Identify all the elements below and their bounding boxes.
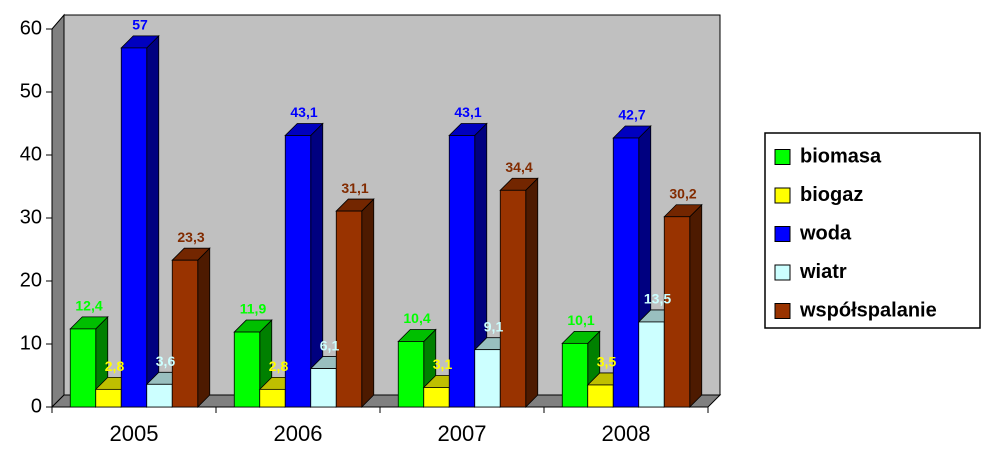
value-label: 9,1: [484, 318, 504, 334]
bar: [310, 368, 337, 408]
bar: [397, 341, 425, 408]
bar: [587, 384, 614, 408]
legend-box: [764, 132, 981, 329]
legend-label: wiatr: [799, 261, 847, 283]
y-tick-label: 10: [20, 332, 42, 354]
legend-label: woda: [799, 222, 852, 244]
y-tick-label: 0: [31, 395, 42, 417]
x-tick-label: 2005: [110, 421, 159, 446]
bar: [171, 259, 199, 408]
bar: [663, 216, 691, 408]
bar: [335, 210, 363, 408]
value-label: 3,5: [597, 354, 617, 370]
bar: [69, 328, 97, 408]
y-tick-label: 40: [20, 143, 42, 165]
value-label: 43,1: [290, 104, 317, 120]
bar: [499, 189, 527, 408]
value-label: 12,4: [75, 298, 102, 314]
legend-swatch: [774, 149, 791, 165]
value-label: 43,1: [454, 104, 481, 120]
value-label: 23,3: [177, 229, 204, 245]
y-tick-label: 50: [20, 80, 42, 102]
y-tick-label: 30: [20, 206, 42, 228]
bar-side: [525, 177, 539, 408]
value-label: 30,2: [669, 185, 696, 201]
value-label: 13,5: [644, 291, 671, 307]
bar: [259, 388, 286, 408]
bar: [120, 47, 148, 408]
bar: [146, 383, 173, 408]
legend-swatch: [774, 226, 791, 242]
value-label: 42,7: [618, 107, 645, 123]
legend-label: współspalanie: [799, 299, 937, 321]
bar: [474, 349, 501, 408]
bar: [561, 342, 589, 408]
side-wall: [51, 13, 65, 409]
x-tick-label: 2006: [274, 421, 323, 446]
bar-side: [361, 198, 375, 408]
bar: [448, 135, 476, 408]
bar: [423, 387, 450, 408]
value-label: 2,8: [269, 358, 289, 374]
value-label: 3,6: [156, 353, 176, 369]
bar-side: [689, 203, 703, 408]
legend-swatch: [774, 303, 791, 319]
bar: [233, 331, 261, 408]
legend-label: biogaz: [800, 184, 863, 206]
value-label: 11,9: [240, 301, 267, 317]
x-tick-label: 2007: [438, 421, 487, 446]
bar: [284, 135, 312, 408]
value-label: 3,1: [433, 356, 453, 372]
value-label: 31,1: [341, 180, 368, 196]
value-label: 2,8: [105, 358, 125, 374]
y-tick-label: 20: [20, 269, 42, 291]
legend-swatch: [774, 264, 791, 281]
bar: [638, 321, 665, 408]
legend-swatch: [774, 187, 791, 204]
bar: [612, 137, 640, 408]
y-tick-label: 60: [20, 17, 42, 39]
value-label: 6,1: [320, 337, 340, 353]
value-label: 10,1: [567, 312, 594, 328]
bar-side: [146, 34, 160, 408]
bar-side: [197, 247, 211, 408]
x-tick-label: 2008: [602, 421, 651, 446]
legend-label: biomasa: [800, 145, 882, 167]
bar: [95, 388, 122, 408]
value-label: 57: [132, 17, 148, 33]
value-label: 34,4: [505, 159, 532, 175]
value-label: 10,4: [403, 310, 430, 326]
